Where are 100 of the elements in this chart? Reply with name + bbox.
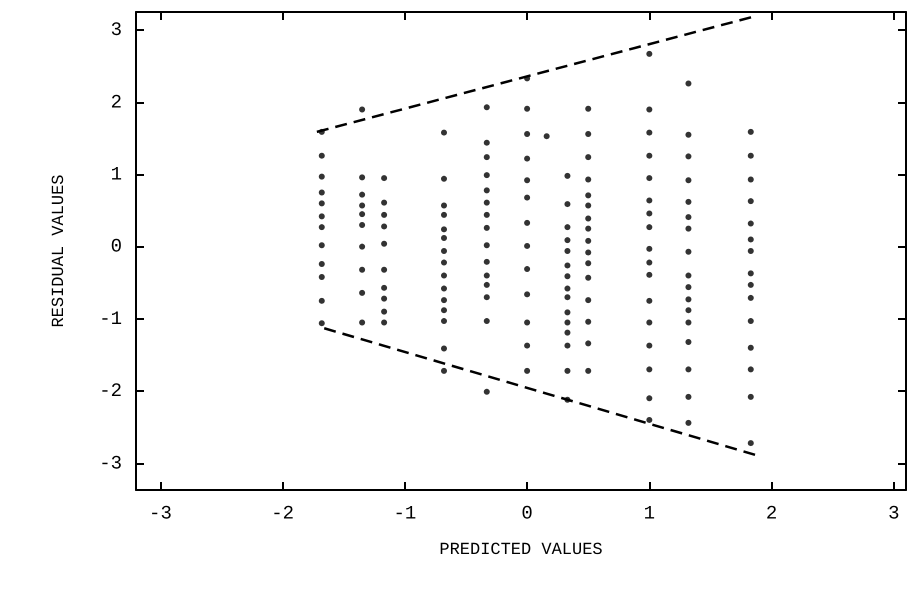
point	[318, 261, 325, 267]
point	[646, 416, 652, 423]
x-tick-label: 0	[521, 502, 533, 524]
point	[564, 273, 570, 280]
point	[748, 344, 754, 351]
point	[685, 296, 692, 302]
point	[585, 249, 592, 256]
point	[748, 176, 754, 183]
point	[585, 202, 592, 209]
point	[318, 320, 325, 326]
point	[585, 131, 592, 138]
point	[318, 298, 325, 304]
point	[685, 132, 692, 138]
point	[564, 330, 570, 336]
point	[646, 298, 652, 304]
x-tick-label: 1	[644, 502, 656, 524]
point	[441, 272, 447, 279]
point	[441, 260, 447, 266]
point	[685, 338, 692, 345]
point	[441, 297, 447, 304]
point	[381, 319, 388, 326]
y-tick-label: -3	[99, 452, 122, 474]
point	[685, 307, 692, 314]
point	[381, 296, 388, 302]
point	[748, 248, 754, 254]
point	[685, 226, 692, 232]
point	[484, 200, 490, 206]
y-tick-label: 3	[110, 19, 122, 42]
point	[484, 242, 490, 248]
point	[359, 174, 366, 180]
point	[564, 237, 570, 244]
point	[318, 274, 325, 280]
point	[564, 172, 570, 179]
point	[685, 420, 692, 426]
point	[646, 106, 652, 112]
point	[685, 80, 692, 86]
point	[441, 345, 447, 352]
y-tick-label: 1	[110, 163, 122, 186]
point	[685, 319, 692, 326]
point	[585, 274, 592, 281]
point	[441, 318, 447, 324]
y-tick-label: -1	[99, 308, 122, 330]
point	[564, 201, 570, 208]
point	[524, 177, 530, 184]
point	[441, 130, 447, 136]
point	[359, 106, 366, 112]
point	[359, 192, 366, 198]
point	[484, 388, 490, 395]
point	[646, 224, 652, 230]
point	[585, 297, 592, 304]
y-axis-title: RESIDUAL VALUES	[50, 174, 69, 328]
point	[524, 266, 530, 272]
point	[646, 260, 652, 266]
point	[685, 284, 692, 290]
point	[441, 226, 447, 232]
point	[484, 318, 490, 324]
x-axis-title: PREDICTED VALUES	[439, 541, 603, 560]
point	[359, 266, 366, 273]
point	[318, 152, 325, 159]
point	[441, 202, 447, 209]
point	[585, 216, 592, 222]
point	[381, 223, 388, 230]
point	[748, 394, 754, 400]
x-tick-label: -2	[271, 502, 294, 524]
point	[748, 318, 754, 324]
point	[381, 200, 388, 206]
point	[484, 294, 490, 300]
point	[685, 198, 692, 205]
point	[646, 210, 652, 216]
point	[484, 212, 490, 218]
point	[646, 272, 652, 278]
point	[564, 294, 570, 300]
point	[564, 319, 570, 326]
point	[359, 290, 366, 296]
point	[318, 174, 325, 180]
point	[748, 198, 754, 204]
point	[524, 291, 530, 298]
point	[646, 342, 652, 349]
point	[748, 152, 754, 159]
point	[748, 282, 754, 288]
point	[484, 104, 490, 110]
x-tick-label: -3	[149, 502, 172, 524]
point	[381, 240, 388, 247]
point	[484, 272, 490, 279]
point	[318, 128, 325, 135]
point	[441, 368, 447, 374]
point	[484, 258, 490, 265]
point	[585, 192, 592, 198]
point	[381, 266, 388, 273]
point	[585, 340, 592, 346]
point	[685, 248, 692, 255]
point	[646, 50, 652, 57]
point	[564, 309, 570, 316]
point	[381, 284, 388, 291]
point	[359, 211, 366, 218]
point	[524, 220, 530, 226]
point	[646, 395, 652, 402]
point	[646, 319, 652, 326]
y-tick-label: 0	[110, 236, 122, 258]
point	[685, 177, 692, 184]
